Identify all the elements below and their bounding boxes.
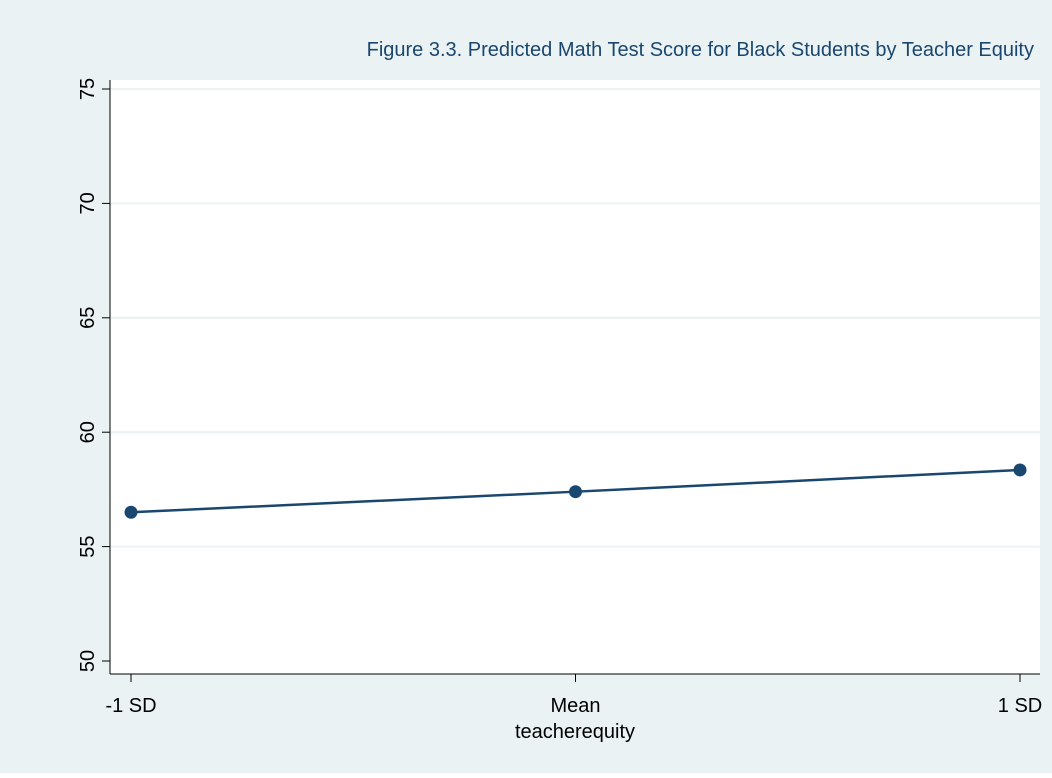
data-point <box>1013 463 1027 477</box>
y-tick-label: 55 <box>77 535 99 557</box>
x-tick-label: 1 SD <box>998 695 1042 717</box>
series <box>124 463 1027 519</box>
y-tick-label: 70 <box>77 192 99 214</box>
data-point <box>569 485 582 499</box>
x-axis-label: teacherequity <box>515 721 635 743</box>
x-tick-label: Mean <box>550 695 600 717</box>
x-axis-ticks: -1 SD Mean 1 SD <box>105 674 1042 717</box>
y-tick-label: 50 <box>77 650 99 672</box>
data-point <box>124 505 138 519</box>
y-tick-label: 60 <box>77 421 99 443</box>
gridlines <box>111 88 1040 548</box>
y-axis-ticks: 50 55 60 65 70 75 <box>77 78 110 672</box>
y-tick-label: 65 <box>77 307 99 329</box>
x-tick-label: -1 SD <box>105 695 156 717</box>
y-tick-label: 75 <box>77 78 99 100</box>
plot-area <box>110 80 1040 674</box>
chart-title: Figure 3.3. Predicted Math Test Score fo… <box>367 39 1034 61</box>
